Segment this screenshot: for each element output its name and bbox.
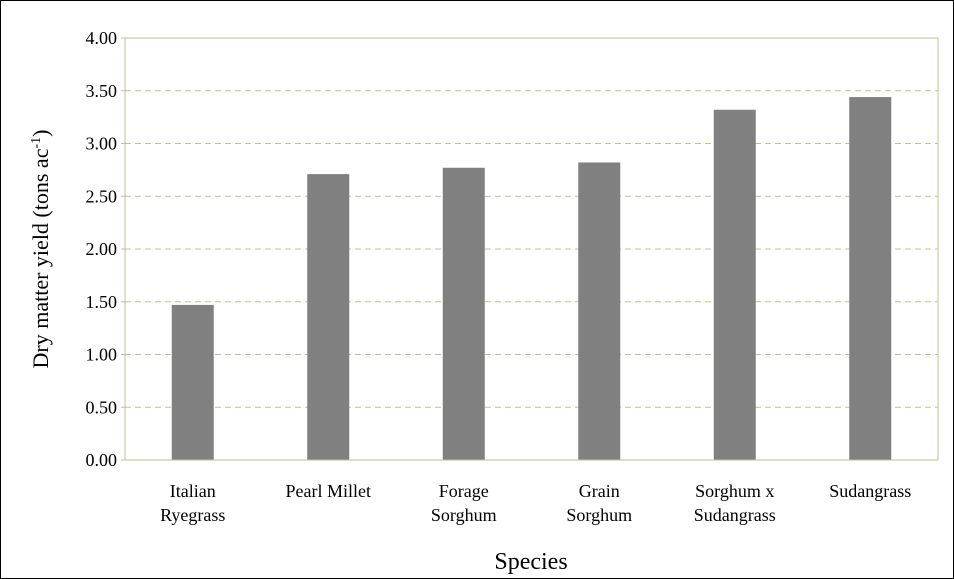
x-tick-line: Sorghum x (695, 481, 774, 501)
x-tick-line: Ryegrass (160, 505, 225, 525)
x-tick-label: Forage Sorghum (431, 481, 497, 525)
x-tick-line: Italian (170, 481, 216, 501)
x-tick-label: Pearl Millet (286, 481, 371, 501)
bar (307, 174, 350, 460)
x-tick-label: Sorghum x Sudangrass (694, 481, 776, 525)
bar (713, 109, 756, 461)
bar (171, 304, 214, 460)
x-tick-line: Sorghum (566, 505, 632, 525)
bar (442, 167, 485, 460)
y-tick-label: 1.50 (86, 292, 118, 312)
x-tick-line: Sudangrass (829, 481, 911, 501)
bar (578, 162, 621, 461)
y-axis-title: Dry matter yield (tons ac-1) (28, 130, 53, 369)
x-tick-label: Italian Ryegrass (160, 481, 225, 525)
y-axis-title-text: Dry matter yield (tons ac (28, 148, 53, 368)
y-tick-label: 3.00 (86, 134, 118, 154)
x-tick-line: Forage (439, 481, 489, 501)
x-tick-line: Sudangrass (694, 505, 776, 525)
y-tick-label: 2.50 (86, 186, 118, 206)
x-axis-title: Species (494, 549, 567, 575)
y-axis-title-sup: -1 (29, 137, 44, 149)
x-tick-line: Pearl Millet (286, 481, 371, 501)
y-tick-label: 0.00 (86, 450, 118, 470)
y-axis-title-suffix: ) (28, 130, 53, 137)
x-tick-line: Sorghum (431, 505, 497, 525)
y-tick-label: 4.00 (86, 28, 118, 48)
y-tick-label: 1.00 (86, 345, 118, 365)
y-tick-label: 3.50 (86, 81, 118, 101)
x-tick-label: Sudangrass (829, 481, 911, 501)
y-tick-label: 0.50 (86, 397, 118, 417)
bar (849, 97, 892, 460)
y-tick-label: 2.00 (86, 239, 118, 259)
x-tick-line: Grain (579, 481, 620, 501)
x-tick-label: Grain Sorghum (566, 481, 632, 525)
